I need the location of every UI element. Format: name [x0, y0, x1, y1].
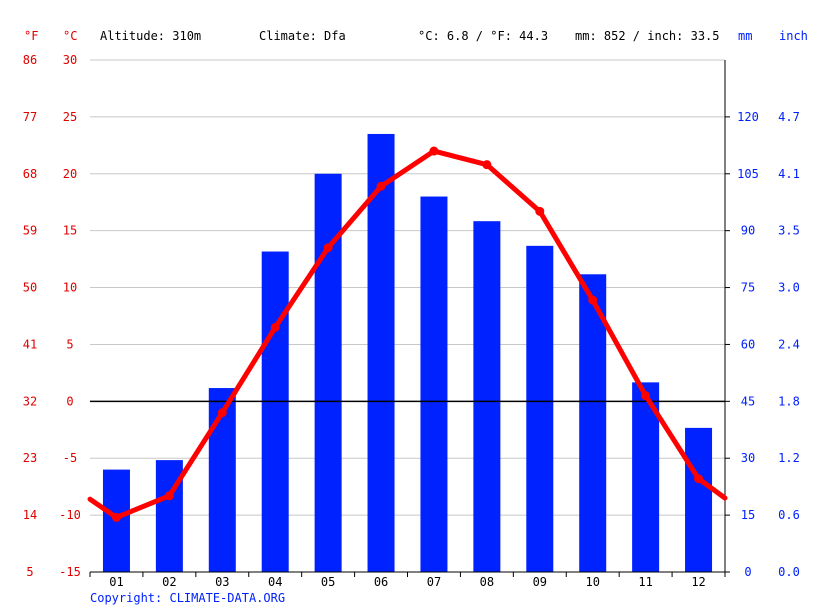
precipitation-bar — [579, 274, 607, 572]
mm-tick-label: 30 — [741, 451, 755, 465]
temperature-point — [217, 408, 227, 418]
temperature-point — [429, 146, 439, 156]
celsius-tick-label: 5 — [66, 337, 73, 351]
fahrenheit-tick-label: 50 — [23, 281, 37, 295]
unit-inch-label: inch — [779, 29, 808, 43]
month-tick-label: 04 — [268, 575, 282, 589]
temperature-average-label: °C: 6.8 / °F: 44.3 — [418, 29, 548, 43]
fahrenheit-tick-label: 86 — [23, 53, 37, 67]
month-tick-label: 07 — [427, 575, 441, 589]
temperature-point — [270, 322, 280, 332]
month-tick-label: 09 — [533, 575, 547, 589]
copyright-link[interactable]: Copyright: CLIMATE-DATA.ORG — [90, 591, 286, 605]
mm-tick-label: 90 — [741, 224, 755, 238]
mm-tick-label: 15 — [741, 508, 755, 522]
inch-tick-label: 0.6 — [778, 508, 800, 522]
unit-fahrenheit-label: °F — [24, 29, 38, 43]
inch-tick-label: 2.4 — [778, 337, 800, 351]
mm-tick-label: 45 — [741, 394, 755, 408]
precipitation-bar — [685, 427, 713, 572]
axes — [89, 60, 730, 577]
temperature-line — [87, 146, 728, 522]
inch-tick-label: 0.0 — [778, 565, 800, 579]
gridlines — [90, 59, 725, 516]
precipitation-bar — [367, 133, 395, 572]
fahrenheit-tick-label: 23 — [23, 451, 37, 465]
celsius-tick-label: -15 — [59, 565, 81, 579]
celsius-tick-label: -5 — [63, 451, 77, 465]
celsius-tick-label: 30 — [63, 53, 77, 67]
mm-tick-label: 105 — [737, 167, 759, 181]
temperature-point — [323, 243, 333, 253]
fahrenheit-tick-label: 5 — [26, 565, 33, 579]
month-tick-label: 08 — [480, 575, 494, 589]
fahrenheit-tick-label: 68 — [23, 167, 37, 181]
precipitation-bar — [473, 221, 501, 572]
fahrenheit-tick-label: 41 — [23, 337, 37, 351]
mm-tick-label: 75 — [741, 281, 755, 295]
precipitation-bars — [102, 133, 713, 573]
mm-tick-label: 120 — [737, 110, 759, 124]
fahrenheit-tick-label: 77 — [23, 110, 37, 124]
header: °F °C Altitude: 310m Climate: Dfa °C: 6.… — [24, 29, 808, 43]
month-tick-label: 10 — [585, 575, 599, 589]
temperature-point — [641, 391, 651, 401]
month-tick-label: 06 — [374, 575, 388, 589]
precipitation-bar — [420, 196, 448, 573]
month-tick-label: 05 — [321, 575, 335, 589]
precipitation-bar — [261, 251, 289, 572]
inch-tick-label: 1.2 — [778, 451, 800, 465]
inch-tick-label: 4.1 — [778, 167, 800, 181]
fahrenheit-tick-label: 32 — [23, 394, 37, 408]
inch-tick-label: 3.5 — [778, 224, 800, 238]
fahrenheit-tick-label: 14 — [23, 508, 37, 522]
temperature-point — [111, 512, 121, 522]
month-tick-label: 03 — [215, 575, 229, 589]
precipitation-bar — [208, 388, 236, 572]
inch-tick-label: 3.0 — [778, 281, 800, 295]
mm-tick-label: 0 — [744, 565, 751, 579]
mm-tick-label: 60 — [741, 337, 755, 351]
temperature-point — [535, 206, 545, 216]
temperature-point — [588, 295, 598, 305]
celsius-tick-label: 0 — [66, 394, 73, 408]
unit-mm-label: mm — [738, 29, 752, 43]
month-tick-label: 01 — [109, 575, 123, 589]
temperature-point — [482, 160, 492, 170]
climate-label: Climate: Dfa — [259, 29, 346, 43]
month-tick-label: 02 — [162, 575, 176, 589]
precipitation-bar — [526, 245, 554, 572]
fahrenheit-tick-label: 59 — [23, 224, 37, 238]
temperature-line-path — [87, 148, 728, 520]
temperature-point — [694, 474, 704, 484]
temperature-point — [164, 491, 174, 501]
celsius-tick-label: 10 — [63, 281, 77, 295]
unit-celsius-label: °C — [63, 29, 77, 43]
precipitation-average-label: mm: 852 / inch: 33.5 — [575, 29, 720, 43]
celsius-tick-label: -10 — [59, 508, 81, 522]
celsius-tick-label: 15 — [63, 224, 77, 238]
inch-tick-label: 1.8 — [778, 394, 800, 408]
celsius-tick-label: 20 — [63, 167, 77, 181]
celsius-tick-label: 25 — [63, 110, 77, 124]
month-tick-label: 11 — [638, 575, 652, 589]
inch-tick-label: 4.7 — [778, 110, 800, 124]
altitude-label: Altitude: 310m — [100, 29, 201, 43]
temperature-point — [376, 181, 386, 191]
month-tick-label: 12 — [691, 575, 705, 589]
